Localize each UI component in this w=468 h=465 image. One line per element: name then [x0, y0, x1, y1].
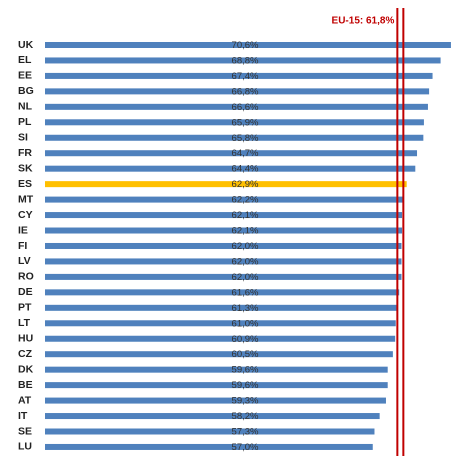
category-label: SE: [18, 425, 32, 437]
value-label: 59,6%: [232, 380, 259, 391]
category-label: DE: [18, 286, 33, 298]
bar: [45, 150, 418, 157]
bar: [45, 320, 396, 327]
bar: [45, 413, 380, 420]
value-label: 61,6%: [232, 287, 259, 298]
bar: [45, 351, 393, 358]
category-label: SK: [18, 162, 33, 174]
value-label: 60,9%: [232, 334, 259, 345]
bar: [45, 103, 428, 110]
value-label: 57,0%: [232, 442, 259, 453]
category-label: LV: [18, 255, 31, 267]
category-label: IT: [18, 410, 28, 422]
value-label: 64,7%: [232, 148, 259, 159]
value-label: 62,0%: [232, 256, 259, 267]
bar: [45, 366, 388, 373]
value-label: 62,0%: [232, 241, 259, 252]
bar: [45, 397, 386, 404]
category-label: PL: [18, 116, 32, 128]
value-label: 62,1%: [232, 226, 259, 237]
bar: [45, 88, 430, 95]
bar: [45, 72, 433, 79]
bar: [45, 382, 388, 389]
category-label: MT: [18, 193, 34, 205]
bar: [45, 119, 424, 126]
category-label: CZ: [18, 348, 33, 360]
bar: [45, 57, 441, 64]
bar: [45, 196, 403, 203]
bar: [45, 42, 451, 48]
bar: [45, 212, 403, 219]
category-label: CY: [18, 209, 33, 221]
bar: [45, 335, 396, 342]
value-label: 58,2%: [232, 411, 259, 422]
category-label: HU: [18, 333, 33, 345]
value-label: 59,3%: [232, 396, 259, 407]
category-label: BE: [18, 379, 33, 391]
value-label: 62,0%: [232, 272, 259, 283]
bar: [45, 165, 416, 172]
category-label: EL: [18, 54, 32, 66]
value-label: 68,8%: [232, 55, 259, 66]
value-label: 66,6%: [232, 102, 259, 113]
category-label: DK: [18, 363, 34, 375]
value-label: 61,0%: [232, 318, 259, 329]
category-label: PT: [18, 302, 32, 314]
category-label: UK: [18, 39, 34, 51]
category-label: SI: [18, 132, 28, 144]
bar: [45, 443, 373, 450]
value-label: 61,3%: [232, 303, 259, 314]
bar: [45, 242, 402, 249]
value-label: 67,4%: [232, 71, 259, 82]
bar: [45, 273, 402, 280]
category-label: AT: [18, 394, 32, 406]
bar: [45, 304, 398, 311]
category-label: IE: [18, 224, 28, 236]
category-label: NL: [18, 101, 33, 113]
category-label: FR: [18, 147, 32, 159]
value-label: 57,3%: [232, 427, 259, 438]
bar: [45, 428, 375, 435]
bar: [45, 134, 424, 141]
value-label: 62,1%: [232, 210, 259, 221]
category-label: LT: [18, 317, 31, 329]
value-label: 70,6%: [232, 40, 259, 51]
category-label: FI: [18, 240, 27, 252]
value-label: 59,6%: [232, 365, 259, 376]
value-label: 60,5%: [232, 349, 259, 360]
value-label: 66,8%: [232, 86, 259, 97]
value-label: 62,2%: [232, 195, 259, 206]
value-label: 64,4%: [232, 164, 259, 175]
bar: [45, 227, 403, 234]
bar: [45, 181, 407, 188]
reference-label: EU-15: 61,8%: [332, 16, 395, 27]
category-label: LU: [18, 441, 32, 453]
category-label: EE: [18, 70, 32, 82]
value-label: 65,8%: [232, 133, 259, 144]
bar: [45, 258, 402, 265]
category-label: BG: [18, 85, 34, 97]
value-label: 65,9%: [232, 117, 259, 128]
category-label: RO: [18, 271, 34, 283]
category-label: ES: [18, 178, 32, 190]
bar: [45, 289, 400, 296]
value-label: 62,9%: [232, 179, 259, 190]
